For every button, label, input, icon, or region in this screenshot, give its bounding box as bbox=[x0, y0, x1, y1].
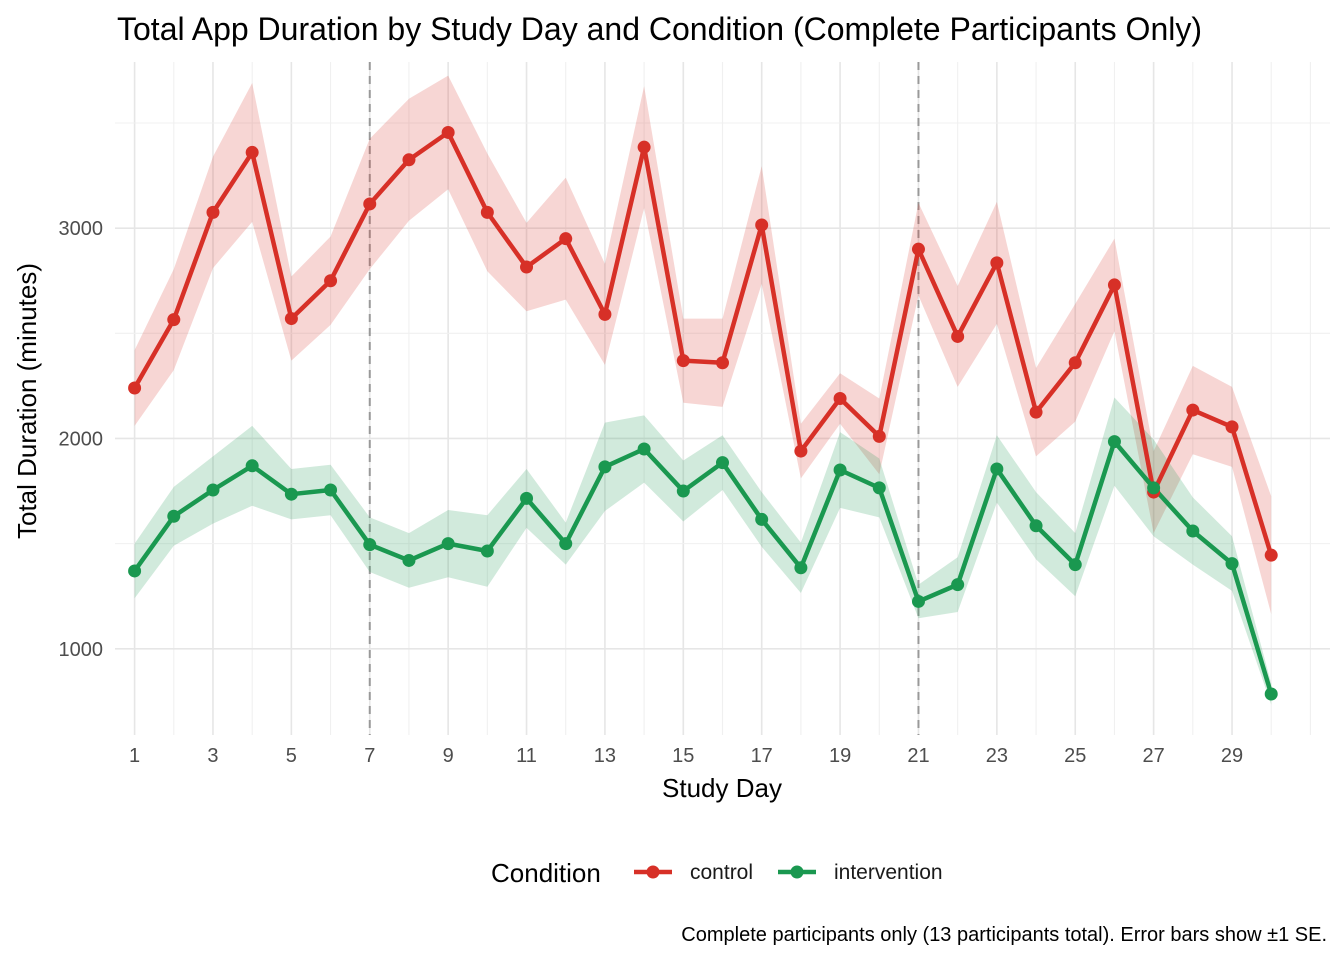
x-tick-label: 29 bbox=[1221, 745, 1243, 767]
data-point-intervention bbox=[206, 483, 220, 497]
data-point-control bbox=[402, 153, 416, 167]
data-point-intervention bbox=[676, 484, 690, 498]
data-point-intervention bbox=[520, 491, 534, 505]
data-point-control bbox=[1264, 548, 1278, 562]
data-point-control bbox=[911, 242, 925, 256]
series-line-control bbox=[132, 130, 1274, 558]
x-tick-label: 27 bbox=[1143, 745, 1165, 767]
x-tick-label: 21 bbox=[907, 745, 929, 767]
legend-marker-intervention bbox=[790, 865, 804, 879]
data-point-control bbox=[206, 205, 220, 219]
data-point-control bbox=[951, 329, 965, 343]
error-band-control bbox=[134, 75, 1272, 615]
data-point-control bbox=[872, 429, 886, 443]
data-point-control bbox=[480, 205, 494, 219]
x-tick-label: 1 bbox=[129, 745, 140, 767]
data-point-intervention bbox=[167, 509, 181, 523]
data-point-control bbox=[990, 256, 1004, 270]
data-point-intervention bbox=[911, 594, 925, 608]
data-point-control bbox=[1068, 356, 1082, 370]
data-point-control bbox=[167, 313, 181, 327]
x-tick-label: 5 bbox=[286, 745, 297, 767]
chart-title: Total App Duration by Study Day and Cond… bbox=[117, 11, 1202, 47]
reference-lines bbox=[368, 62, 920, 735]
data-point-control bbox=[716, 356, 729, 370]
x-axis-tick-labels: 1 3 5 7 9 11 13 15 17 19 21 23 25 27 29 bbox=[129, 745, 1243, 767]
x-tick-label: 11 bbox=[516, 745, 537, 767]
data-point-control bbox=[1107, 278, 1121, 292]
legend-title: Condition bbox=[491, 858, 601, 888]
data-point-intervention bbox=[480, 544, 494, 558]
x-tick-label: 7 bbox=[364, 745, 375, 767]
data-point-intervention bbox=[1147, 481, 1161, 495]
data-point-intervention bbox=[716, 456, 729, 470]
legend-label-control: control bbox=[690, 861, 753, 884]
data-point-control bbox=[598, 307, 612, 321]
data-point-intervention bbox=[1068, 558, 1082, 572]
data-point-control bbox=[1029, 405, 1043, 419]
data-point-control bbox=[1186, 403, 1200, 417]
data-point-control bbox=[441, 125, 455, 139]
data-point-control bbox=[284, 312, 298, 326]
data-point-intervention bbox=[794, 561, 808, 575]
data-point-intervention bbox=[990, 462, 1004, 476]
data-point-intervention bbox=[637, 442, 651, 456]
data-point-control bbox=[833, 392, 847, 405]
data-point-intervention bbox=[324, 483, 338, 497]
data-point-intervention bbox=[402, 553, 416, 567]
legend-marker-control bbox=[646, 865, 660, 879]
legend-label-intervention: intervention bbox=[834, 861, 943, 884]
series-points bbox=[128, 125, 1278, 701]
data-point-control bbox=[245, 145, 259, 159]
data-point-control bbox=[128, 381, 142, 395]
x-tick-label: 15 bbox=[672, 745, 694, 767]
x-tick-label: 19 bbox=[829, 745, 851, 767]
grid bbox=[115, 62, 1330, 735]
data-point-control bbox=[1225, 420, 1239, 434]
data-point-control bbox=[363, 197, 377, 211]
data-point-intervention bbox=[363, 538, 377, 552]
data-point-intervention bbox=[1264, 687, 1278, 701]
data-point-control bbox=[794, 444, 808, 458]
x-tick-label: 23 bbox=[986, 745, 1008, 767]
data-point-intervention bbox=[1029, 519, 1043, 533]
data-point-control bbox=[559, 232, 573, 246]
data-point-intervention bbox=[1225, 557, 1239, 571]
y-tick-label: 1000 bbox=[59, 639, 104, 661]
data-point-intervention bbox=[1186, 524, 1200, 538]
data-point-intervention bbox=[559, 537, 573, 551]
data-point-intervention bbox=[755, 512, 769, 526]
y-tick-label: 2000 bbox=[59, 428, 104, 450]
data-point-intervention bbox=[128, 564, 142, 578]
data-point-control bbox=[755, 218, 769, 232]
data-point-control bbox=[520, 260, 534, 274]
y-axis-title: Total Duration (minutes) bbox=[12, 263, 42, 539]
y-tick-label: 3000 bbox=[59, 218, 104, 240]
x-tick-label: 13 bbox=[594, 745, 616, 767]
data-point-intervention bbox=[833, 463, 847, 477]
x-axis-title: Study Day bbox=[662, 773, 782, 803]
data-point-intervention bbox=[245, 459, 259, 473]
legend: Condition control intervention bbox=[491, 858, 943, 888]
series-lines bbox=[132, 130, 1274, 697]
series-line-intervention bbox=[132, 439, 1274, 697]
data-point-intervention bbox=[951, 578, 965, 592]
data-point-intervention bbox=[441, 537, 455, 551]
data-point-intervention bbox=[284, 487, 298, 501]
data-point-intervention bbox=[872, 481, 886, 495]
data-point-intervention bbox=[598, 460, 612, 474]
error-band-intervention bbox=[134, 397, 1272, 705]
data-point-control bbox=[324, 274, 338, 288]
caption: Complete participants only (13 participa… bbox=[681, 924, 1327, 946]
x-tick-label: 17 bbox=[751, 745, 773, 767]
data-point-control bbox=[637, 140, 651, 154]
x-tick-label: 3 bbox=[207, 745, 218, 767]
y-axis-tick-labels: 1000 2000 3000 bbox=[59, 218, 104, 661]
x-tick-label: 25 bbox=[1064, 745, 1086, 767]
data-point-intervention bbox=[1107, 435, 1121, 449]
x-tick-label: 9 bbox=[443, 745, 454, 767]
data-point-control bbox=[676, 354, 690, 368]
error-bands bbox=[134, 75, 1272, 705]
